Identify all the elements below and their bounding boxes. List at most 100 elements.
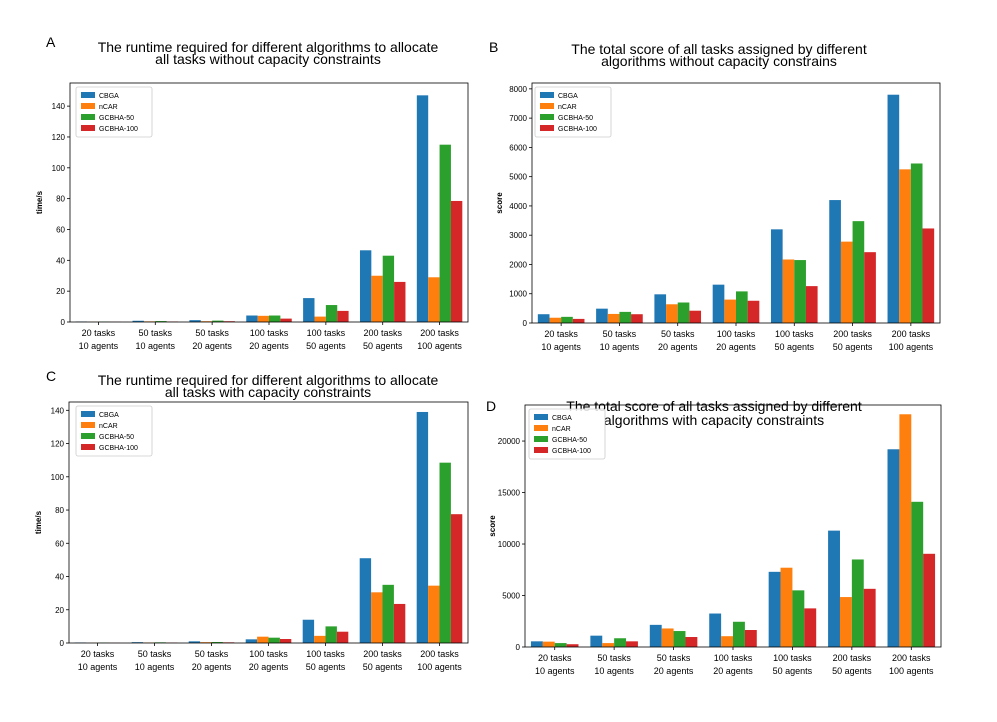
legend-swatch-gcbha-50 [81, 114, 95, 120]
bar-ncar-2 [666, 304, 678, 323]
legend-entry: CBGA [99, 412, 119, 419]
x-tick-label-line2: 100 agents [889, 666, 934, 676]
x-tick-label-line2: 10 agents [135, 662, 175, 672]
y-tick-label: 3000 [509, 231, 527, 240]
bar-cbga-3 [709, 614, 721, 647]
bar-ncar-2 [662, 628, 674, 647]
bar-cbga-2 [650, 625, 662, 647]
y-tick-label: 140 [52, 102, 66, 111]
panel-letter: A [46, 34, 56, 50]
y-tick-label: 120 [52, 133, 66, 142]
bar-gcbha-100-6 [451, 514, 462, 643]
x-tick-label-line1: 50 tasks [661, 329, 695, 339]
y-tick-label: 2000 [509, 260, 527, 269]
chart-title-line2: all tasks without capacity constraints [155, 51, 381, 67]
x-tick-label-line2: 20 agents [654, 666, 694, 676]
y-tick-label: 20 [56, 287, 65, 296]
x-tick-label-line2: 50 agents [363, 341, 403, 351]
x-tick-label-line1: 200 tasks [363, 328, 402, 338]
bar-cbga-3 [246, 316, 257, 322]
legend-entry: nCAR [99, 104, 118, 111]
bar-cbga-5 [829, 200, 841, 323]
legend-swatch-cbga [534, 414, 548, 420]
chart-title-line2: algorithms without capacity constrains [601, 53, 837, 69]
x-tick-label-line1: 200 tasks [420, 328, 459, 338]
bar-cbga-3 [713, 285, 725, 323]
x-tick-label-line2: 50 agents [775, 342, 815, 352]
bar-gcbha-50-3 [733, 622, 745, 647]
legend-swatch-gcbha-50 [81, 433, 95, 439]
x-tick-label-line1: 100 tasks [250, 328, 289, 338]
bar-gcbha-100-6 [923, 228, 935, 323]
x-tick-label-line2: 10 agents [594, 666, 634, 676]
legend-swatch-gcbha-50 [540, 114, 554, 120]
x-tick-label-line2: 100 agents [417, 662, 462, 672]
bar-gcbha-100-0 [573, 319, 585, 323]
y-tick-label: 1000 [509, 290, 527, 299]
panel-letter: B [489, 39, 498, 55]
bar-gcbha-50-2 [678, 303, 690, 323]
bar-cbga-6 [888, 449, 900, 647]
bar-gcbha-50-4 [326, 305, 337, 322]
bar-gcbha-100-2 [689, 311, 701, 323]
y-tick-label: 8000 [509, 85, 527, 94]
bar-cbga-0 [531, 641, 543, 647]
bar-ncar-6 [899, 414, 911, 647]
y-tick-label: 0 [516, 643, 521, 652]
y-tick-label: 15000 [498, 489, 521, 498]
bar-cbga-1 [590, 636, 602, 647]
bar-gcbha-100-4 [806, 286, 818, 323]
legend-entry: GCBHA-50 [552, 437, 587, 444]
y-tick-label: 40 [56, 256, 65, 265]
legend-swatch-ncar [540, 103, 554, 109]
y-axis-label: score [495, 192, 504, 214]
bar-gcbha-50-4 [792, 590, 804, 647]
x-tick-label-line2: 20 agents [658, 342, 698, 352]
legend-swatch-gcbha-100 [81, 444, 95, 450]
x-tick-label-line2: 50 agents [833, 342, 873, 352]
bar-gcbha-50-5 [852, 559, 864, 647]
bar-gcbha-50-6 [440, 463, 451, 643]
bar-gcbha-100-4 [337, 632, 348, 643]
x-tick-label-line2: 20 agents [249, 662, 289, 672]
x-tick-label-line2: 10 agents [78, 662, 118, 672]
y-tick-label: 80 [55, 506, 64, 515]
bar-gcbha-50-6 [911, 163, 923, 323]
x-tick-label-line1: 200 tasks [892, 653, 931, 663]
bar-gcbha-50-5 [383, 585, 394, 643]
bar-ncar-4 [781, 568, 793, 647]
x-tick-label-line1: 200 tasks [892, 329, 931, 339]
y-tick-label: 100 [51, 473, 65, 482]
y-tick-label: 7000 [509, 114, 527, 123]
bar-cbga-4 [769, 572, 781, 647]
legend-swatch-ncar [534, 425, 548, 431]
y-axis-label: time/s [35, 190, 44, 214]
legend-swatch-gcbha-100 [540, 125, 554, 131]
bar-gcbha-100-6 [923, 554, 935, 647]
bar-cbga-3 [246, 639, 257, 643]
bar-gcbha-50-3 [269, 316, 280, 322]
bar-cbga-5 [828, 531, 840, 647]
x-tick-label-line1: 100 tasks [307, 328, 346, 338]
x-tick-label-line1: 200 tasks [833, 653, 872, 663]
bar-gcbha-100-5 [864, 252, 876, 323]
legend-swatch-gcbha-100 [534, 447, 548, 453]
bar-cbga-6 [417, 95, 428, 322]
bar-ncar-5 [840, 597, 852, 647]
legend-entry: GCBHA-50 [558, 115, 593, 122]
bar-ncar-5 [371, 592, 382, 643]
x-tick-label-line1: 50 tasks [597, 653, 631, 663]
bar-gcbha-100-5 [394, 604, 405, 643]
bar-gcbha-50-3 [269, 638, 280, 643]
bar-gcbha-100-6 [451, 201, 462, 322]
bar-ncar-3 [257, 637, 268, 643]
x-tick-label-line2: 10 agents [535, 666, 575, 676]
bar-gcbha-100-1 [626, 641, 638, 647]
bar-ncar-6 [428, 586, 439, 643]
legend-swatch-cbga [540, 92, 554, 98]
x-tick-label-line1: 100 tasks [714, 653, 753, 663]
y-tick-label: 20 [55, 606, 64, 615]
bar-gcbha-50-6 [440, 145, 451, 322]
bar-ncar-0 [543, 642, 555, 647]
x-tick-label-line1: 20 tasks [81, 649, 115, 659]
